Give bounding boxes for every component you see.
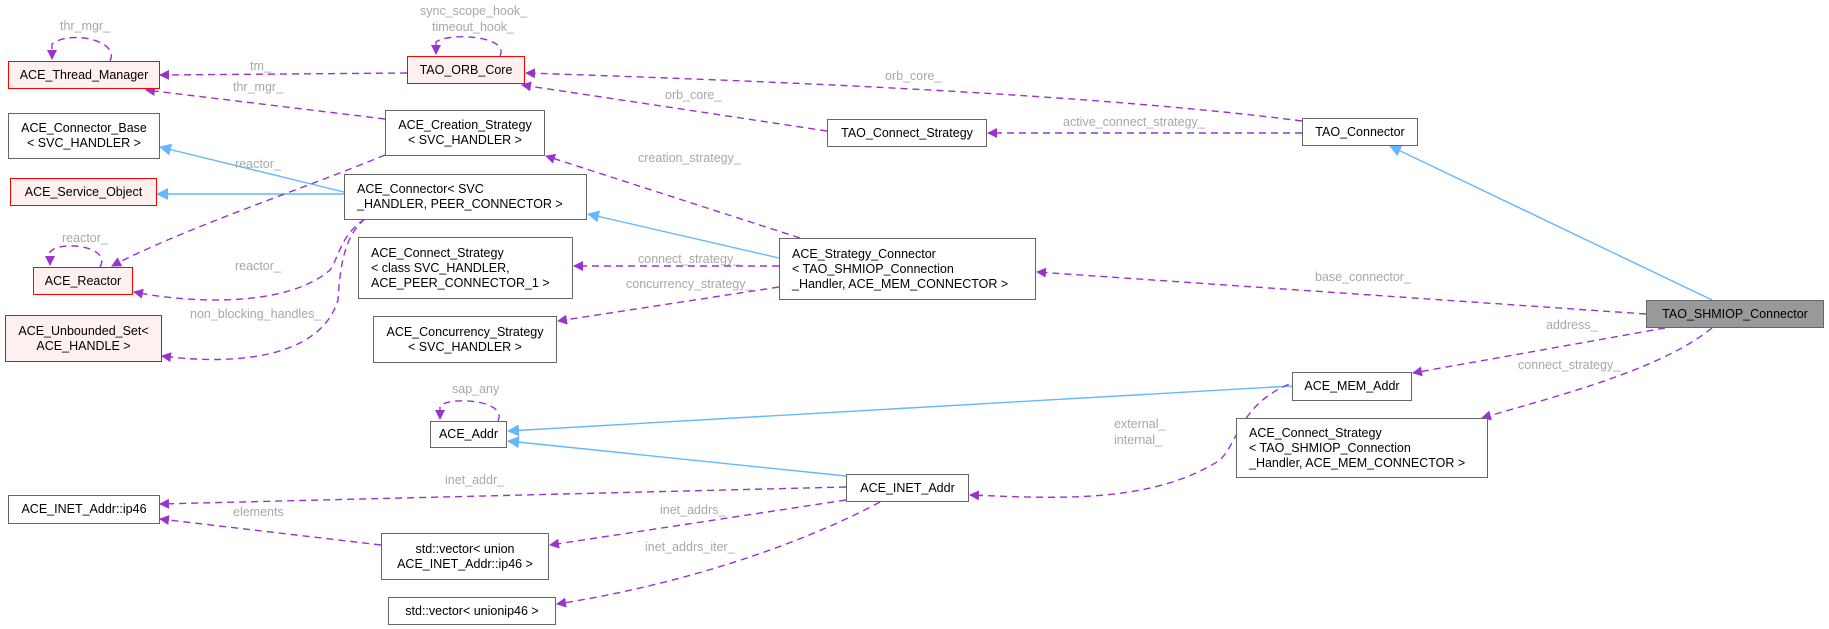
node-ace-connector[interactable]: ACE_Connector< SVC _HANDLER, PEER_CONNEC… [344, 174, 587, 220]
inherit-edge-connector-base [159, 143, 345, 193]
edge-inet-addr [159, 486, 847, 509]
node-ace-mem-addr[interactable]: ACE_MEM_Addr [1292, 372, 1412, 401]
node-std-vector-unionip46[interactable]: std::vector< unionip46 > [388, 597, 556, 625]
edge-orb-core-1 [525, 68, 1303, 122]
node-ace-inet-addr[interactable]: ACE_INET_Addr [846, 474, 969, 502]
edge-sap-any [435, 400, 500, 422]
node-ace-concurrency-strategy[interactable]: ACE_Concurrency_Strategy < SVC_HANDLER > [373, 316, 557, 363]
edge-label-address: address_ [1546, 318, 1598, 332]
node-ace-inet-addr-ip46[interactable]: ACE_INET_Addr::ip46 [8, 495, 160, 524]
node-ace-creation-strategy[interactable]: ACE_Creation_Strategy < SVC_HANDLER > [385, 110, 545, 156]
node-tao-orb-core[interactable]: TAO_ORB_Core [407, 56, 525, 84]
edge-label-orb-core-2: orb_core_ [665, 88, 722, 102]
edge-label-thr-mgr-self: thr_mgr_ [60, 19, 111, 33]
node-ace-strategy-connector[interactable]: ACE_Strategy_Connector < TAO_SHMIOP_Conn… [779, 238, 1036, 300]
edge-label-external: external_ [1114, 417, 1166, 431]
edge-label-internal: internal_ [1114, 433, 1163, 447]
inherit-edge-tao-connector [1389, 145, 1713, 301]
edge-reactor-1 [111, 154, 386, 267]
node-ace-connect-strategy-class[interactable]: ACE_Connect_Strategy < class SVC_HANDLER… [358, 237, 573, 299]
edge-orb-core-self [431, 36, 502, 57]
edge-label-reactor-1: reactor_ [235, 157, 282, 171]
edge-base-connector [1036, 267, 1647, 315]
node-tao-connect-strategy[interactable]: TAO_Connect_Strategy [827, 119, 987, 147]
edge-label-thr-mgr: thr_mgr_ [233, 80, 284, 94]
edge-label-non-blocking-handles: non_blocking_handles_ [190, 307, 322, 321]
edge-thr-mgr [145, 86, 386, 120]
edge-tm [159, 69, 408, 80]
node-std-vector-union[interactable]: std::vector< union ACE_INET_Addr::ip46 > [381, 533, 549, 580]
edge-label-sync-scope-hook: sync_scope_hook_ [420, 4, 528, 18]
node-ace-unbounded-set[interactable]: ACE_Unbounded_Set< ACE_HANDLE > [5, 315, 162, 362]
edge-reactor-self [45, 245, 103, 268]
edge-connect-strategy-2 [1481, 327, 1713, 421]
edge-address [1412, 327, 1666, 377]
edge-label-reactor-2: reactor_ [235, 259, 282, 273]
edge-label-base-connector: base_connector_ [1315, 270, 1412, 284]
node-ace-addr[interactable]: ACE_Addr [430, 421, 507, 448]
edge-reactor-2 [133, 218, 366, 301]
edge-label-connect-strategy-1: connect_strategy_ [638, 252, 741, 266]
edge-concurrency-strategy [557, 286, 780, 325]
edge-label-sap-any: sap_any [452, 382, 500, 396]
edge-label-inet-addrs: inet_addrs_ [660, 503, 726, 517]
edge-label-inet-addr: inet_addr_ [445, 473, 505, 487]
inherit-edge-mem-addr [507, 385, 1293, 437]
edge-non-blocking-handles [161, 218, 366, 363]
edge-label-concurrency-strategy: concurrency_strategy_ [626, 277, 754, 291]
edge-label-orb-core-1: orb_core_ [885, 69, 942, 83]
edge-inet-addrs [549, 499, 847, 549]
inherit-edge-inet-addr [507, 436, 847, 477]
edge-thr-mgr-self [47, 36, 112, 62]
node-ace-thread-manager[interactable]: ACE_Thread_Manager [8, 61, 160, 89]
edge-label-timeout-hook: timeout_hook_ [432, 20, 515, 34]
inherit-edge-ace-connector [587, 210, 780, 259]
edge-creation-strategy [545, 154, 801, 239]
edge-external-internal [969, 379, 1301, 501]
edge-label-reactor-self: reactor_ [62, 231, 109, 245]
edge-label-active-connect-strategy: active_connect_strategy_ [1063, 115, 1206, 129]
edge-label-creation-strategy: creation_strategy_ [638, 151, 742, 165]
edge-orb-core-2 [521, 81, 828, 132]
node-ace-service-object[interactable]: ACE_Service_Object [10, 178, 157, 206]
edge-inet-addrs-iter [556, 501, 881, 608]
node-tao-shmiop-connector[interactable]: TAO_SHMIOP_Connector [1646, 300, 1824, 328]
node-ace-reactor[interactable]: ACE_Reactor [33, 267, 133, 295]
node-ace-connector-base[interactable]: ACE_Connector_Base < SVC_HANDLER > [8, 113, 160, 159]
edge-label-tm: tm_ [250, 59, 272, 73]
node-ace-connect-strategy-tao[interactable]: ACE_Connect_Strategy < TAO_SHMIOP_Connec… [1236, 418, 1488, 478]
node-tao-connector[interactable]: TAO_Connector [1302, 118, 1418, 146]
edge-label-inet-addrs-iter: inet_addrs_iter_ [645, 540, 736, 554]
edge-elements [159, 515, 382, 546]
edge-label-connect-strategy-2: connect_strategy_ [1518, 358, 1621, 372]
edge-label-elements: elements [233, 505, 284, 519]
